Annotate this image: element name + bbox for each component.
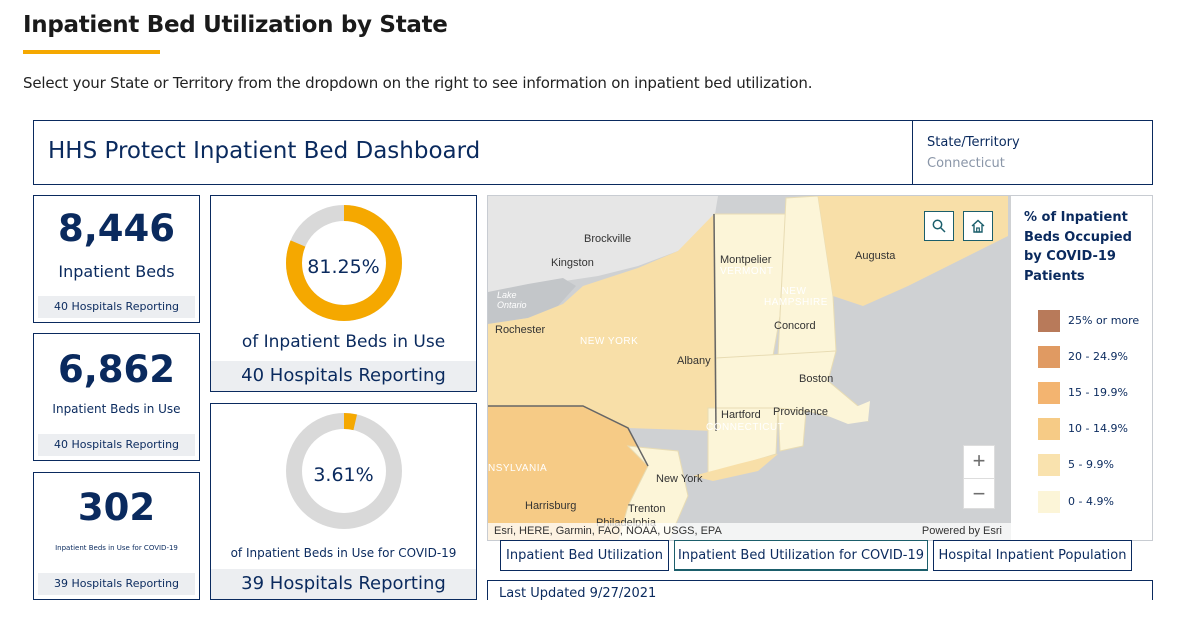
- gauge-percent: 81.25%: [307, 256, 380, 278]
- lake-ontario: [488, 278, 576, 324]
- kpi-beds-covid: 302 Inpatient Beds in Use for COVID-19 3…: [33, 472, 200, 600]
- map-label-lake-ontario: Lake Ontario: [497, 290, 527, 310]
- map-label-brockville: Brockville: [584, 233, 632, 245]
- tab-hospital-inpatient-population[interactable]: Hospital Inpatient Population: [933, 540, 1132, 571]
- map-label-hartford: Hartford: [721, 409, 761, 421]
- donut-fill: [286, 413, 402, 529]
- map-label-harrisburg: Harrisburg: [525, 500, 577, 512]
- map-label-providence: Providence: [773, 406, 829, 418]
- donut-chart: [286, 413, 402, 529]
- zoom-out-button[interactable]: −: [964, 478, 994, 510]
- region-new-york: [488, 214, 716, 431]
- map-label-trenton: Trenton: [628, 503, 666, 515]
- legend-swatch: [1038, 491, 1060, 513]
- map-label-rochester: Rochester: [495, 324, 546, 336]
- region-pennsylvania: [488, 406, 648, 540]
- map-attribution: Esri, HERE, Garmin, FAO, NOAA, USGS, EPA…: [488, 523, 1152, 540]
- legend-label: 15 - 19.9%: [1068, 386, 1128, 399]
- kpi-label: Inpatient Beds: [58, 262, 175, 281]
- tab-inpatient-bed-utilization-covid[interactable]: Inpatient Bed Utilization for COVID-19: [674, 540, 928, 571]
- map-label-augusta: Augusta: [855, 250, 896, 262]
- kpi-footer: 40 Hospitals Reporting: [38, 434, 195, 456]
- map-zoom-controls: + −: [963, 445, 995, 509]
- gauge-beds-covid: 3.61% of Inpatient Beds in Use for COVID…: [210, 403, 477, 600]
- gauge-percent: 3.61%: [313, 464, 374, 486]
- legend-swatch: [1038, 310, 1060, 332]
- kpi-value: 6,862: [57, 348, 176, 391]
- legend-label: 25% or more: [1068, 314, 1140, 327]
- donut-chart: [286, 205, 402, 321]
- legend-swatch: [1038, 346, 1060, 368]
- gauge-footer: 39 Hospitals Reporting: [211, 569, 476, 599]
- map-label-vermont: VERMONT: [720, 266, 774, 277]
- map-label-new-york-state: NEW YORK: [580, 336, 639, 347]
- region-rhode-island: [777, 407, 807, 452]
- legend-label: 20 - 24.9%: [1068, 350, 1128, 363]
- gauge-label: of Inpatient Beds in Use: [241, 332, 446, 352]
- kpi-label: Inpatient Beds in Use for COVID-19: [55, 544, 178, 552]
- legend-label: 10 - 14.9%: [1068, 422, 1128, 435]
- map-label-concord: Concord: [774, 320, 816, 332]
- gauge-beds-in-use: 81.25% of Inpatient Beds in Use 40 Hospi…: [210, 195, 477, 392]
- page-title: Inpatient Bed Utilization by State: [23, 12, 448, 38]
- map-label-montpelier: Montpelier: [720, 254, 772, 266]
- canada-land: [488, 196, 718, 296]
- kpi-footer: 40 Hospitals Reporting: [38, 296, 195, 318]
- region-maine: [818, 196, 1008, 306]
- map-label-new-york-city: New York: [656, 473, 703, 485]
- map-label-pennsylvania: NSYLVANIA: [488, 463, 548, 474]
- map-label-connecticut: CONNECTICUT: [706, 422, 785, 433]
- tab-inpatient-bed-utilization[interactable]: Inpatient Bed Utilization: [500, 540, 669, 571]
- map-label-albany: Albany: [677, 355, 711, 367]
- gauge-footer: 40 Hospitals Reporting: [211, 361, 476, 391]
- legend-swatch: [1038, 454, 1060, 476]
- kpi-inpatient-beds: 8,446 Inpatient Beds 40 Hospitals Report…: [33, 195, 200, 323]
- legend-title: % of Inpatient Beds Occupied by COVID-19…: [1024, 210, 1132, 284]
- region-new-jersey: [618, 445, 689, 540]
- kpi-footer: 39 Hospitals Reporting: [38, 573, 195, 595]
- border-ny-vt: [713, 213, 717, 432]
- search-icon: [932, 219, 946, 233]
- dashboard-header: HHS Protect Inpatient Bed Dashboard Stat…: [33, 120, 1153, 185]
- legend-swatch: [1038, 382, 1060, 404]
- legend-swatch: [1038, 418, 1060, 440]
- title-underline: [23, 50, 160, 54]
- map-search-button[interactable]: [924, 211, 954, 241]
- home-icon: [971, 219, 985, 233]
- dashboard-title: HHS Protect Inpatient Bed Dashboard: [48, 138, 481, 164]
- map-label-new-hampshire: NEW HAMPSHIRE: [764, 286, 828, 308]
- kpi-label: Inpatient Beds in Use: [52, 402, 181, 416]
- kpi-value: 302: [77, 486, 156, 529]
- state-selector-value[interactable]: Connecticut: [927, 156, 1005, 171]
- border-ny-pa: [488, 405, 649, 467]
- header-divider: [912, 121, 913, 184]
- legend-label: 0 - 4.9%: [1068, 495, 1114, 508]
- map-home-button[interactable]: [963, 211, 993, 241]
- powered-by-esri[interactable]: Powered by Esri: [921, 525, 1002, 537]
- region-long-island: [693, 454, 778, 481]
- kpi-value: 8,446: [57, 207, 176, 250]
- map-legend: % of Inpatient Beds Occupied by COVID-19…: [1011, 196, 1152, 540]
- last-updated: Last Updated 9/27/2021: [487, 580, 1153, 600]
- state-selector-label: State/Territory: [927, 135, 1020, 150]
- region-cape-cod: [828, 401, 870, 424]
- attribution-text: Esri, HERE, Garmin, FAO, NOAA, USGS, EPA: [494, 525, 722, 537]
- gauge-label: of Inpatient Beds in Use for COVID-19: [230, 546, 457, 560]
- map-label-kingston: Kingston: [551, 257, 594, 269]
- zoom-in-button[interactable]: +: [972, 448, 986, 473]
- legend-label: 5 - 9.9%: [1068, 458, 1114, 471]
- donut-fill: [286, 205, 402, 321]
- map-label-boston: Boston: [799, 373, 834, 385]
- intro-text: Select your State or Territory from the …: [23, 74, 813, 92]
- kpi-beds-in-use: 6,862 Inpatient Beds in Use 40 Hospitals…: [33, 333, 200, 461]
